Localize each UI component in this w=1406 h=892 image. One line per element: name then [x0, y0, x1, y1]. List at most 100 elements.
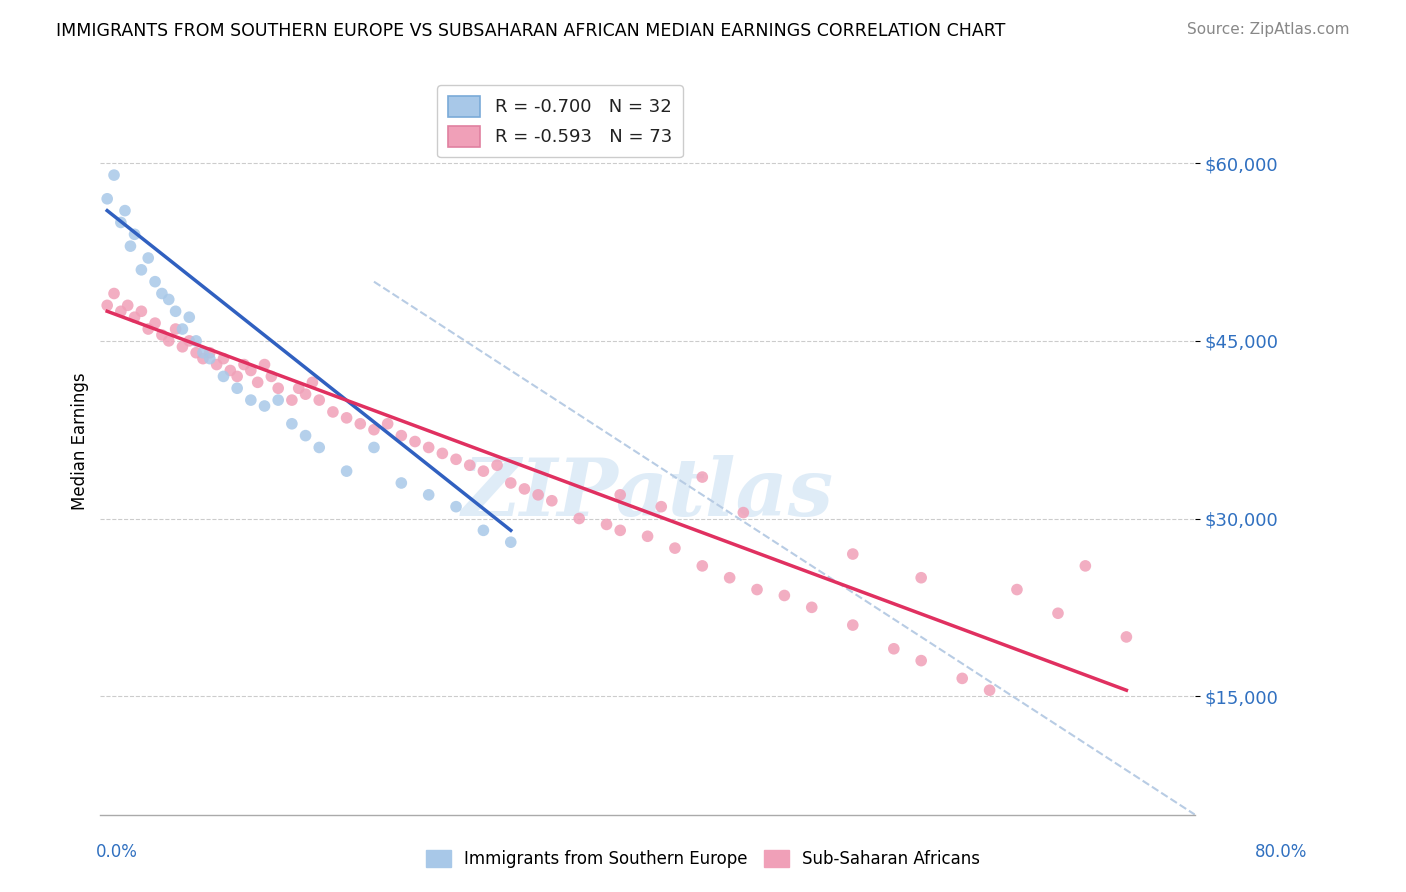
Point [165, 304, 187, 318]
Point [527, 488, 550, 502]
Point [718, 571, 741, 585]
Point [336, 464, 359, 478]
Point [377, 417, 399, 431]
Point [150, 328, 173, 343]
Point [96, 192, 118, 206]
Point [281, 417, 304, 431]
Point [664, 541, 686, 555]
Point [287, 381, 309, 395]
Point [179, 334, 201, 348]
Point [198, 345, 221, 359]
Point [1005, 582, 1028, 597]
Point [143, 275, 166, 289]
Point [294, 387, 316, 401]
Point [910, 654, 932, 668]
Point [363, 423, 385, 437]
Legend: R = -0.700   N = 32, R = -0.593   N = 73: R = -0.700 N = 32, R = -0.593 N = 73 [437, 85, 683, 157]
Point [172, 322, 194, 336]
Text: ZIPatlas: ZIPatlas [461, 455, 834, 533]
Point [404, 434, 426, 449]
Point [349, 417, 371, 431]
Point [800, 600, 823, 615]
Point [595, 517, 617, 532]
Point [733, 506, 755, 520]
Point [979, 683, 1001, 698]
Point [205, 358, 228, 372]
Point [184, 345, 207, 359]
Y-axis label: Median Earnings: Median Earnings [72, 373, 89, 510]
Point [444, 500, 467, 514]
Point [540, 493, 562, 508]
Point [246, 376, 269, 390]
Point [281, 393, 304, 408]
Point [253, 399, 276, 413]
Point [418, 488, 440, 502]
Point [150, 286, 173, 301]
Point [472, 524, 495, 538]
Point [444, 452, 467, 467]
Text: Source: ZipAtlas.com: Source: ZipAtlas.com [1187, 22, 1350, 37]
Text: IMMIGRANTS FROM SOUTHERN EUROPE VS SUBSAHARAN AFRICAN MEDIAN EARNINGS CORRELATIO: IMMIGRANTS FROM SOUTHERN EUROPE VS SUBSA… [56, 22, 1005, 40]
Point [745, 582, 768, 597]
Point [690, 558, 713, 573]
Point [233, 358, 256, 372]
Point [120, 239, 142, 253]
Point [389, 428, 412, 442]
Point [184, 334, 207, 348]
Point [458, 458, 481, 473]
Point [301, 376, 323, 390]
Point [418, 441, 440, 455]
Point [950, 672, 973, 686]
Point [842, 618, 865, 632]
Point [267, 381, 290, 395]
Point [96, 298, 118, 312]
Point [568, 511, 591, 525]
Point [157, 293, 180, 307]
Point [103, 168, 125, 182]
Point [239, 393, 262, 408]
Point [172, 340, 194, 354]
Point [472, 464, 495, 478]
Point [609, 524, 631, 538]
Point [136, 322, 159, 336]
Point [253, 358, 276, 372]
Point [1115, 630, 1137, 644]
Point [212, 369, 235, 384]
Point [239, 363, 262, 377]
Text: 80.0%: 80.0% [1256, 843, 1308, 861]
Point [131, 304, 153, 318]
Point [226, 381, 249, 395]
Point [117, 298, 139, 312]
Point [910, 571, 932, 585]
Point [308, 441, 330, 455]
Point [650, 500, 672, 514]
Point [143, 316, 166, 330]
Point [165, 322, 187, 336]
Point [157, 334, 180, 348]
Point [260, 369, 283, 384]
Legend: Immigrants from Southern Europe, Sub-Saharan Africans: Immigrants from Southern Europe, Sub-Sah… [419, 843, 987, 875]
Point [110, 304, 132, 318]
Point [1046, 606, 1069, 620]
Point [513, 482, 536, 496]
Point [432, 446, 454, 460]
Point [499, 535, 522, 549]
Point [637, 529, 659, 543]
Point [486, 458, 509, 473]
Point [114, 203, 136, 218]
Point [842, 547, 865, 561]
Point [363, 441, 385, 455]
Point [212, 351, 235, 366]
Point [191, 351, 214, 366]
Point [103, 286, 125, 301]
Point [294, 428, 316, 442]
Point [773, 589, 796, 603]
Point [1074, 558, 1097, 573]
Point [389, 475, 412, 490]
Point [267, 393, 290, 408]
Point [226, 369, 249, 384]
Point [124, 310, 146, 325]
Point [336, 410, 359, 425]
Text: 0.0%: 0.0% [96, 843, 138, 861]
Point [499, 475, 522, 490]
